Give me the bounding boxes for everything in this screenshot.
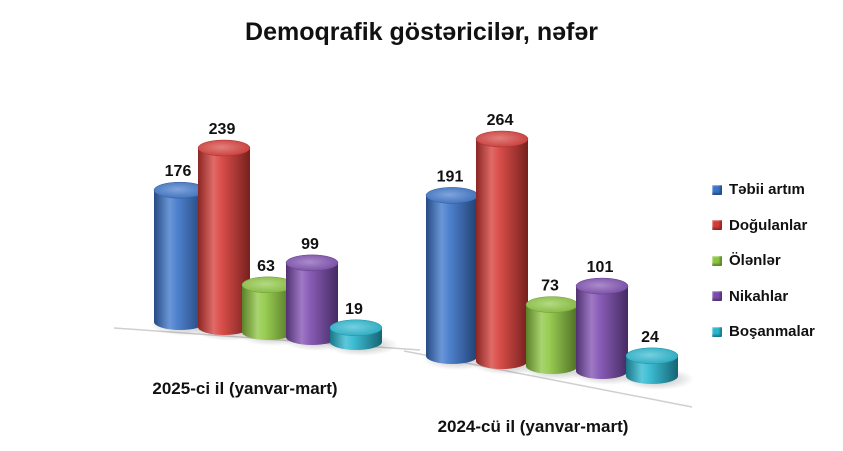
- legend-item: Boşanmalar: [712, 314, 815, 350]
- legend-item: Təbii artım: [712, 172, 815, 208]
- data-label: 24: [641, 329, 659, 346]
- data-label: 239: [209, 121, 236, 138]
- bar-Ölənlər: [242, 284, 294, 340]
- legend-swatch: [712, 326, 722, 337]
- bar-Təbii artım: [426, 195, 478, 364]
- legend-label: Nikahlar: [729, 287, 789, 305]
- bar-Doğulanlar: [476, 139, 528, 369]
- bar-top: [575, 277, 629, 295]
- legend-swatch: [712, 220, 722, 231]
- bar-Nikahlar: [576, 286, 628, 379]
- data-label: 191: [437, 168, 464, 185]
- bar-Doğulanlar: [198, 148, 250, 335]
- chart-legend: Təbii artım Doğulanlar Ölənlər Nikahlar Boşa…: [712, 172, 815, 350]
- legend-item: Ölənlər: [712, 243, 815, 279]
- legend-label: Boşanmalar: [729, 323, 815, 341]
- legend-swatch: [712, 184, 722, 195]
- bar-group-0: 176 239 63 99 19: [150, 121, 398, 356]
- legend-swatch: [712, 255, 722, 266]
- data-label: 101: [587, 259, 614, 276]
- data-label: 176: [165, 163, 192, 180]
- bar-Ölənlər: [526, 304, 578, 374]
- data-label: 264: [487, 112, 514, 129]
- bar-top: [197, 139, 251, 157]
- data-label: 73: [541, 278, 559, 295]
- legend-label: Ölənlər: [729, 252, 781, 270]
- category-label: 2025-ci il (yanvar-mart): [152, 379, 337, 398]
- bar-group-1: 191 264 73 101 24: [422, 112, 694, 390]
- chart-title: Demoqrafik göstəricilər, nəfər: [245, 18, 598, 46]
- bar-top: [329, 319, 383, 337]
- data-label: 99: [301, 236, 319, 253]
- bar-top: [475, 130, 529, 148]
- legend-label: Təbii artım: [729, 181, 805, 199]
- legend-item: Doğulanlar: [712, 208, 815, 244]
- bar-Nikahlar: [286, 262, 338, 345]
- bar-top: [525, 296, 579, 313]
- bar-top: [425, 187, 479, 204]
- bar-Təbii artım: [154, 190, 206, 330]
- bar-top: [285, 254, 339, 272]
- data-label: 19: [345, 301, 363, 318]
- legend-label: Doğulanlar: [729, 216, 808, 234]
- data-label: 63: [257, 258, 275, 275]
- category-label: 2024-cü il (yanvar-mart): [438, 417, 629, 436]
- bar-top: [625, 347, 679, 365]
- legend-swatch: [712, 291, 722, 302]
- legend-item: Nikahlar: [712, 279, 815, 315]
